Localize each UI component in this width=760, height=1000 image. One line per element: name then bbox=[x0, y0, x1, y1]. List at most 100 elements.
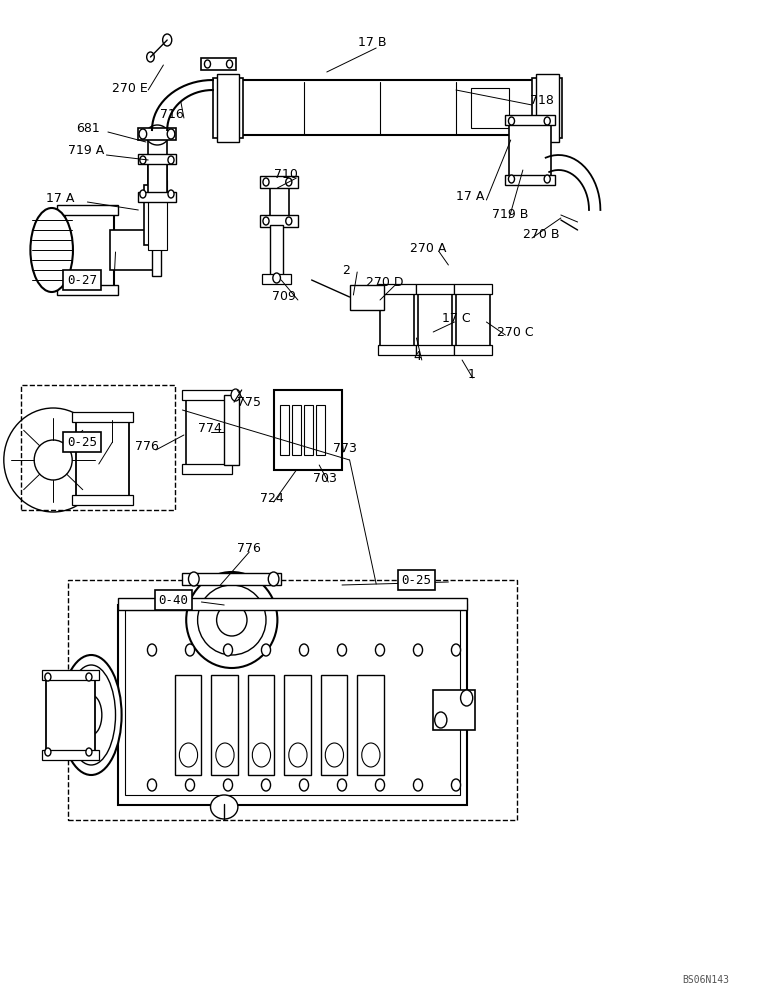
Ellipse shape bbox=[34, 440, 72, 480]
Text: 270 B: 270 B bbox=[523, 228, 559, 240]
Polygon shape bbox=[260, 176, 298, 188]
Circle shape bbox=[286, 217, 292, 225]
Polygon shape bbox=[57, 285, 118, 295]
Ellipse shape bbox=[61, 655, 122, 775]
Text: 716: 716 bbox=[160, 107, 183, 120]
Circle shape bbox=[461, 690, 473, 706]
Ellipse shape bbox=[4, 408, 103, 512]
Circle shape bbox=[286, 178, 292, 186]
Polygon shape bbox=[292, 405, 301, 455]
Polygon shape bbox=[138, 192, 176, 202]
Circle shape bbox=[508, 117, 515, 125]
Text: 1: 1 bbox=[467, 368, 475, 381]
Circle shape bbox=[268, 572, 279, 586]
Polygon shape bbox=[186, 395, 228, 470]
Text: 710: 710 bbox=[274, 167, 297, 180]
Polygon shape bbox=[224, 395, 239, 465]
Polygon shape bbox=[378, 284, 416, 294]
Circle shape bbox=[188, 572, 199, 586]
Circle shape bbox=[451, 644, 461, 656]
Text: 17 A: 17 A bbox=[456, 190, 484, 202]
Circle shape bbox=[226, 60, 233, 68]
Text: 718: 718 bbox=[530, 94, 554, 106]
Circle shape bbox=[45, 673, 51, 681]
Text: 17 B: 17 B bbox=[358, 36, 387, 49]
Circle shape bbox=[185, 644, 195, 656]
Text: 774: 774 bbox=[198, 422, 221, 434]
Circle shape bbox=[45, 748, 51, 756]
Circle shape bbox=[273, 273, 280, 283]
Circle shape bbox=[413, 779, 423, 791]
Polygon shape bbox=[304, 405, 313, 455]
Circle shape bbox=[223, 779, 233, 791]
Ellipse shape bbox=[9, 415, 97, 505]
Text: 775: 775 bbox=[237, 395, 261, 408]
Polygon shape bbox=[350, 285, 384, 310]
Text: 0-25: 0-25 bbox=[401, 574, 432, 586]
Text: 270 E: 270 E bbox=[112, 82, 148, 95]
Polygon shape bbox=[270, 225, 283, 280]
Ellipse shape bbox=[289, 743, 307, 767]
Ellipse shape bbox=[252, 743, 271, 767]
Circle shape bbox=[139, 129, 147, 139]
Polygon shape bbox=[148, 160, 167, 200]
Circle shape bbox=[147, 52, 154, 62]
Text: 719 A: 719 A bbox=[68, 144, 105, 157]
Polygon shape bbox=[217, 74, 239, 142]
Circle shape bbox=[231, 389, 240, 401]
Text: 681: 681 bbox=[76, 121, 100, 134]
Text: 776: 776 bbox=[237, 542, 261, 554]
Polygon shape bbox=[456, 290, 490, 350]
Polygon shape bbox=[270, 185, 289, 225]
Ellipse shape bbox=[179, 743, 198, 767]
Polygon shape bbox=[211, 675, 238, 775]
Circle shape bbox=[163, 34, 172, 46]
Polygon shape bbox=[138, 128, 176, 140]
Text: 4: 4 bbox=[413, 351, 421, 363]
Circle shape bbox=[299, 644, 309, 656]
Polygon shape bbox=[118, 598, 467, 610]
Polygon shape bbox=[262, 274, 291, 284]
Text: 0-25: 0-25 bbox=[67, 436, 97, 448]
Polygon shape bbox=[471, 88, 509, 128]
Circle shape bbox=[168, 156, 174, 164]
Polygon shape bbox=[182, 573, 281, 585]
Ellipse shape bbox=[217, 604, 247, 636]
Polygon shape bbox=[148, 180, 167, 250]
Circle shape bbox=[168, 190, 174, 198]
Polygon shape bbox=[65, 210, 114, 290]
Circle shape bbox=[299, 779, 309, 791]
Polygon shape bbox=[138, 154, 176, 164]
Circle shape bbox=[375, 644, 385, 656]
Circle shape bbox=[261, 644, 271, 656]
Polygon shape bbox=[248, 675, 274, 775]
Ellipse shape bbox=[198, 585, 266, 655]
Text: 703: 703 bbox=[313, 472, 337, 485]
Circle shape bbox=[337, 779, 347, 791]
Polygon shape bbox=[433, 690, 475, 730]
Text: 2: 2 bbox=[342, 263, 350, 276]
Polygon shape bbox=[175, 675, 201, 775]
Ellipse shape bbox=[30, 208, 73, 292]
Text: 724: 724 bbox=[260, 491, 283, 504]
Polygon shape bbox=[509, 120, 551, 180]
Circle shape bbox=[263, 178, 269, 186]
Polygon shape bbox=[321, 675, 347, 775]
Polygon shape bbox=[152, 221, 161, 276]
Text: 709: 709 bbox=[272, 290, 296, 304]
Circle shape bbox=[337, 644, 347, 656]
Polygon shape bbox=[148, 135, 167, 200]
Polygon shape bbox=[213, 78, 243, 138]
Polygon shape bbox=[182, 390, 232, 400]
Text: 270 A: 270 A bbox=[410, 241, 447, 254]
Circle shape bbox=[167, 129, 175, 139]
Circle shape bbox=[413, 644, 423, 656]
Polygon shape bbox=[274, 390, 342, 470]
Circle shape bbox=[261, 779, 271, 791]
Circle shape bbox=[544, 117, 550, 125]
Ellipse shape bbox=[186, 572, 277, 668]
Circle shape bbox=[508, 175, 515, 183]
Polygon shape bbox=[201, 58, 236, 70]
Polygon shape bbox=[416, 284, 454, 294]
Circle shape bbox=[435, 712, 447, 728]
